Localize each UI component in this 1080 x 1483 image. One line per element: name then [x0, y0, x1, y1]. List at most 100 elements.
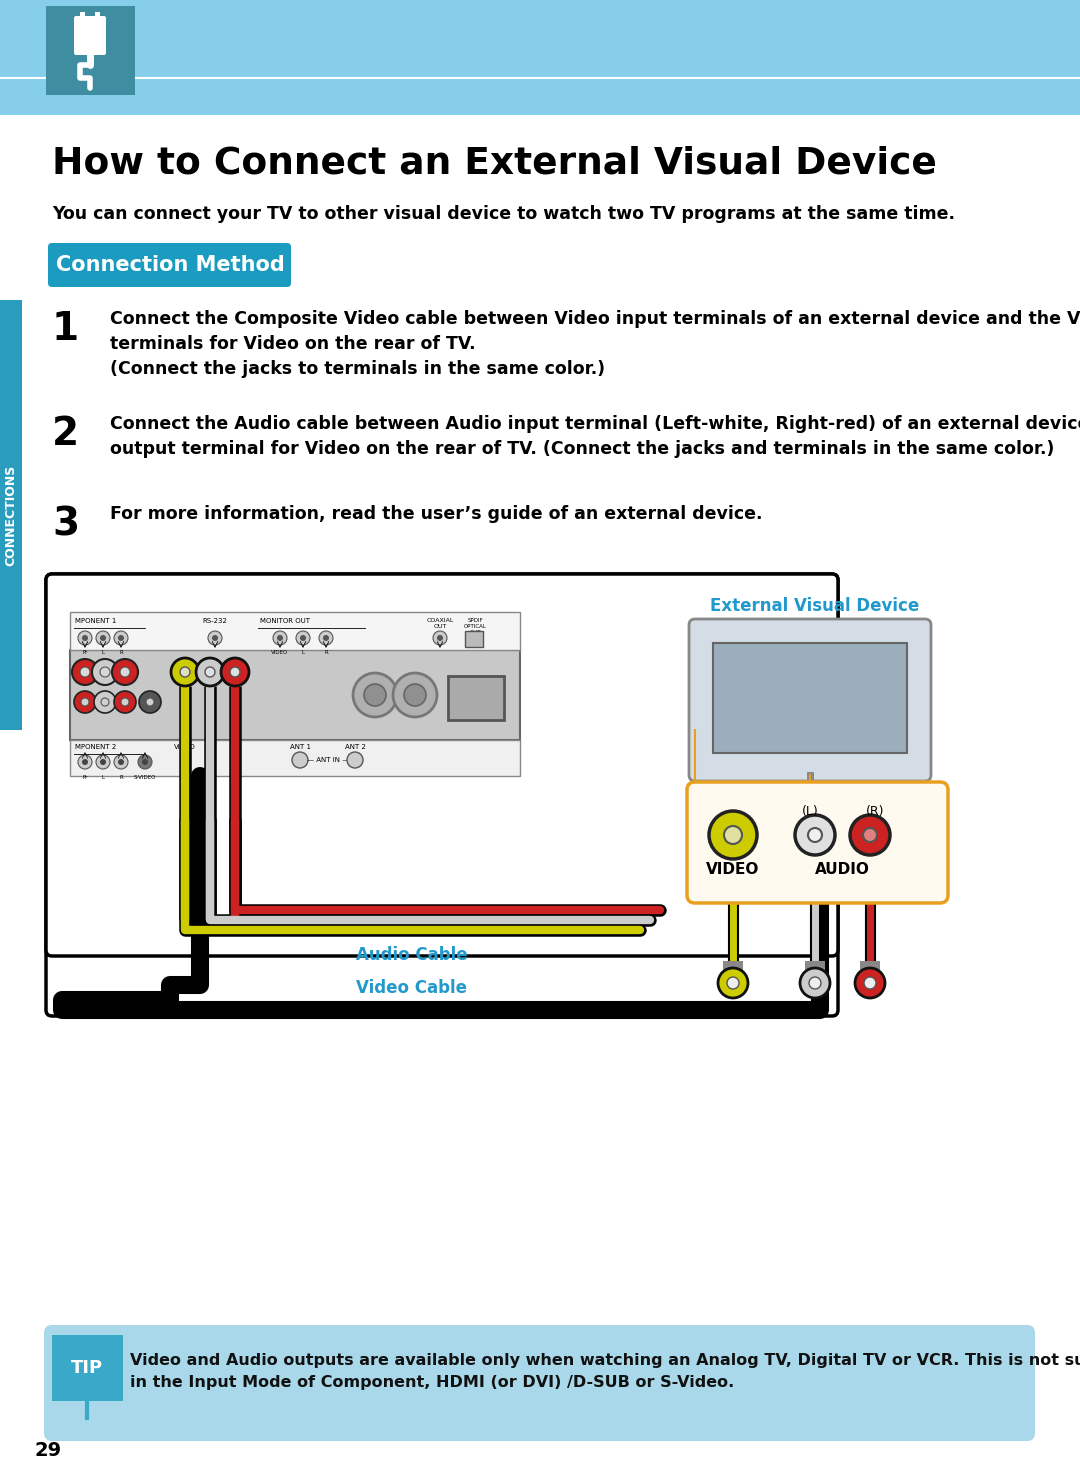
Circle shape: [708, 811, 757, 859]
Circle shape: [808, 828, 822, 842]
Circle shape: [718, 968, 748, 998]
Circle shape: [96, 630, 110, 645]
Circle shape: [100, 635, 106, 641]
Bar: [70, 612, 519, 650]
Circle shape: [114, 630, 129, 645]
Text: 2: 2: [52, 415, 79, 452]
Circle shape: [437, 635, 443, 641]
FancyBboxPatch shape: [465, 630, 483, 647]
Circle shape: [120, 667, 130, 678]
Circle shape: [222, 658, 248, 685]
Text: RS-232: RS-232: [203, 618, 228, 624]
Circle shape: [96, 755, 110, 770]
Circle shape: [80, 667, 90, 678]
Text: VIDEO: VIDEO: [174, 744, 195, 750]
Circle shape: [180, 667, 190, 678]
Text: Connect the Audio cable between Audio input terminal (Left-white, Right-red) of : Connect the Audio cable between Audio in…: [110, 415, 1080, 458]
FancyBboxPatch shape: [44, 1324, 1035, 1441]
Text: Connect the Composite Video cable between Video input terminals of an external d: Connect the Composite Video cable betwee…: [110, 310, 1080, 378]
Bar: [713, 644, 907, 753]
Circle shape: [102, 698, 109, 706]
Circle shape: [197, 658, 222, 685]
FancyBboxPatch shape: [448, 676, 504, 721]
Text: Video Cable: Video Cable: [356, 979, 468, 997]
Bar: [0, 300, 22, 730]
Text: Video and Audio outputs are available only when watching an Analog TV, Digital T: Video and Audio outputs are available on…: [130, 1352, 1080, 1390]
Circle shape: [296, 630, 310, 645]
Circle shape: [141, 759, 148, 765]
Text: ANT 1: ANT 1: [289, 744, 311, 750]
Circle shape: [393, 673, 437, 716]
Circle shape: [100, 759, 106, 765]
Circle shape: [800, 968, 831, 998]
Circle shape: [72, 658, 98, 685]
Bar: [0, 0, 1080, 116]
Text: 29: 29: [35, 1441, 63, 1459]
Circle shape: [323, 635, 329, 641]
Circle shape: [75, 691, 96, 713]
Circle shape: [205, 667, 215, 678]
Circle shape: [146, 698, 154, 706]
Circle shape: [795, 816, 835, 856]
Circle shape: [205, 667, 215, 678]
Circle shape: [114, 691, 136, 713]
Circle shape: [855, 968, 885, 998]
Circle shape: [92, 658, 118, 685]
Text: R: R: [119, 776, 123, 780]
Circle shape: [180, 667, 190, 678]
Text: MPONENT 2: MPONENT 2: [75, 744, 117, 750]
Circle shape: [863, 828, 877, 842]
Text: How to Connect an External Visual Device: How to Connect an External Visual Device: [52, 145, 936, 181]
Circle shape: [118, 635, 124, 641]
FancyBboxPatch shape: [687, 782, 948, 903]
Circle shape: [273, 630, 287, 645]
FancyBboxPatch shape: [52, 1335, 123, 1401]
Circle shape: [276, 635, 283, 641]
Circle shape: [864, 977, 876, 989]
Circle shape: [121, 698, 129, 706]
Circle shape: [850, 816, 890, 856]
Circle shape: [347, 752, 363, 768]
FancyBboxPatch shape: [689, 618, 931, 782]
Circle shape: [404, 684, 426, 706]
Circle shape: [230, 667, 240, 678]
Text: AUDIO: AUDIO: [814, 862, 869, 876]
FancyBboxPatch shape: [48, 243, 291, 288]
Text: 1: 1: [52, 310, 79, 349]
Circle shape: [364, 684, 386, 706]
Circle shape: [300, 635, 306, 641]
Text: (L): (L): [801, 805, 819, 819]
Text: L: L: [301, 650, 305, 655]
Circle shape: [433, 630, 447, 645]
Text: R: R: [324, 650, 328, 655]
Circle shape: [319, 630, 333, 645]
Circle shape: [230, 667, 240, 678]
Text: MONITOR OUT: MONITOR OUT: [260, 618, 310, 624]
Text: Connection Method: Connection Method: [56, 255, 284, 274]
Bar: [80, 12, 85, 24]
Text: ANT 2: ANT 2: [345, 744, 365, 750]
FancyBboxPatch shape: [860, 961, 880, 983]
Text: 3: 3: [52, 506, 79, 543]
Circle shape: [727, 977, 739, 989]
FancyBboxPatch shape: [75, 16, 106, 55]
Text: SPDIF
OPTICAL
OUT: SPDIF OPTICAL OUT: [463, 618, 486, 635]
FancyBboxPatch shape: [46, 6, 135, 95]
Text: — ANT IN —: — ANT IN —: [307, 756, 349, 762]
FancyBboxPatch shape: [723, 961, 743, 983]
Circle shape: [81, 698, 89, 706]
Text: (R): (R): [866, 805, 885, 819]
Circle shape: [94, 691, 116, 713]
Circle shape: [82, 635, 87, 641]
Circle shape: [82, 759, 87, 765]
Circle shape: [78, 630, 92, 645]
Text: Pr: Pr: [82, 650, 87, 655]
Circle shape: [171, 658, 199, 687]
Circle shape: [212, 635, 218, 641]
Text: L: L: [102, 776, 105, 780]
Circle shape: [114, 755, 129, 770]
Circle shape: [112, 658, 138, 685]
Circle shape: [118, 759, 124, 765]
Bar: [95, 12, 100, 24]
FancyBboxPatch shape: [46, 574, 838, 1016]
